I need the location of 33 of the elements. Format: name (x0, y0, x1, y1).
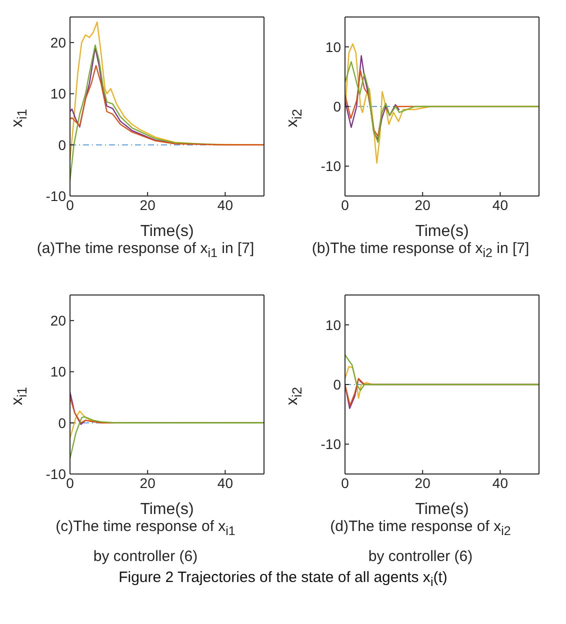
text: by controller (6) (367, 548, 474, 565)
text: (c)The time response of x$_{i1}$ (54, 518, 236, 538)
x-tick-label: 20 (414, 196, 431, 213)
y-tick-label: 0 (58, 136, 66, 153)
x-tick-label: 40 (492, 196, 508, 213)
y-tick-label: 0 (333, 98, 342, 114)
x-tick-label: 40 (217, 196, 234, 213)
x-axis-title: Time(s) (140, 501, 194, 518)
x-tick-label: 20 (140, 474, 156, 491)
y-tick-label: 0 (333, 376, 342, 392)
y-tick-label: 20 (50, 34, 66, 51)
text: (b)The time response of x$_{i2}$ in [7] (310, 240, 530, 260)
y-tick-label: -10 (320, 158, 342, 174)
y-tick-label: -10 (46, 466, 66, 482)
text: by controller (6) (92, 548, 199, 565)
y-tick-label: -10 (320, 436, 342, 452)
x-tick-label: 20 (140, 196, 156, 213)
y-tick-label: 0 (58, 414, 66, 431)
text: (d)The time response of x$_{i2}$ (329, 518, 512, 538)
x-axis-title: Time(s) (415, 223, 469, 240)
x-axis-title: Time(s) (140, 223, 194, 240)
x-tick-label: 40 (492, 474, 508, 491)
x-tick-label: 20 (414, 474, 431, 491)
y-tick-label: -10 (46, 188, 66, 204)
y-tick-label: 10 (50, 86, 66, 102)
y-tick-label: 20 (50, 312, 66, 329)
y-tick-label: 10 (325, 316, 342, 333)
y-tick-label: 10 (50, 364, 66, 380)
y-tick-label: 10 (325, 38, 342, 55)
text: (a)The time response of x$_{i1}$ in [7] (36, 240, 256, 260)
caption: Figure 2 Trajectories of the state of all agents x$_{i}$(t) (118, 569, 448, 589)
x-axis-title: Time(s) (415, 501, 469, 518)
x-tick-label: 40 (217, 474, 234, 491)
